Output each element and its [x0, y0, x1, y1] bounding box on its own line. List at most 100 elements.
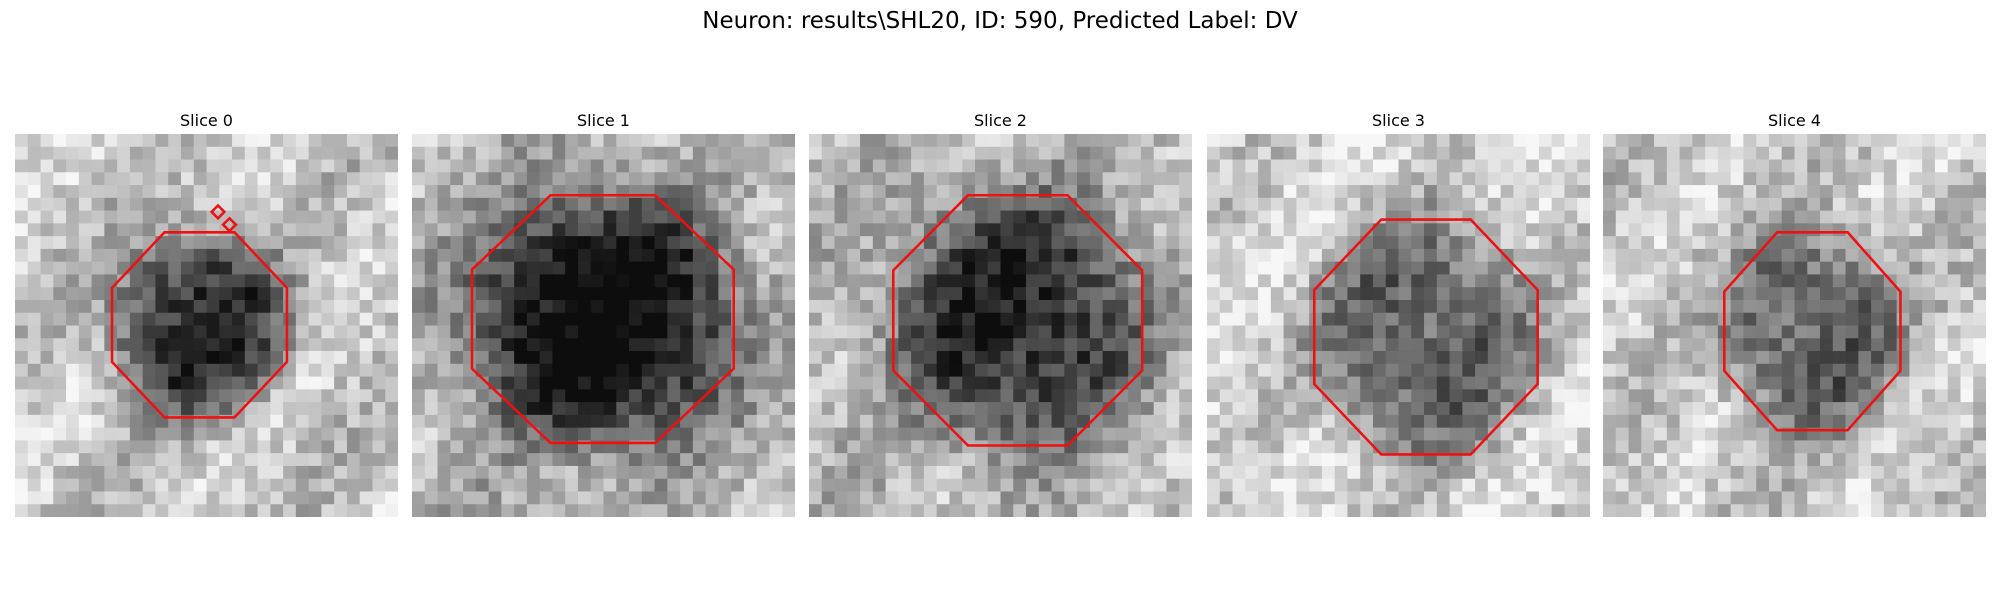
pixel [117, 491, 131, 505]
pixel [756, 134, 771, 148]
pixel [1551, 351, 1566, 365]
pixel [78, 453, 93, 467]
pixel [1820, 134, 1834, 148]
pixel [346, 338, 361, 352]
pixel [923, 134, 938, 148]
pixel [987, 351, 1002, 365]
pixel [283, 223, 297, 237]
pixel [1411, 210, 1425, 225]
pixel [488, 504, 503, 517]
pixel [1000, 223, 1014, 237]
pixel [1334, 465, 1349, 480]
pixel [1347, 465, 1361, 480]
pixel [1140, 453, 1155, 467]
pixel [860, 248, 874, 263]
pixel [539, 351, 554, 365]
pixel [1283, 210, 1298, 225]
pixel [1603, 210, 1617, 225]
pixel [1258, 427, 1272, 442]
pixel [1064, 478, 1078, 493]
pixel [168, 261, 182, 276]
pixel [769, 325, 783, 339]
pixel [1153, 389, 1168, 403]
pixel [539, 248, 554, 263]
pixel [1794, 363, 1808, 378]
pixel [821, 274, 836, 288]
pixel [1309, 325, 1323, 339]
pixel [923, 197, 938, 212]
pixel [552, 363, 566, 378]
pixel [552, 491, 566, 505]
pixel [219, 146, 233, 161]
pixel [412, 236, 426, 250]
pixel [1538, 478, 1553, 493]
pixel [488, 312, 503, 327]
pixel [1207, 287, 1221, 301]
pixel [129, 440, 144, 454]
pixel [488, 197, 503, 212]
pixel [1615, 274, 1630, 288]
pixel [1909, 172, 1923, 186]
pixel [270, 261, 284, 276]
pixel [1258, 236, 1272, 250]
pixel [629, 274, 643, 288]
pixel [1207, 491, 1221, 505]
pixel [1207, 197, 1221, 212]
pixel [1603, 325, 1617, 339]
pixel [1258, 299, 1272, 314]
pixel [1089, 185, 1104, 199]
pixel [1730, 338, 1745, 352]
pixel [180, 274, 195, 288]
pixel [1385, 453, 1400, 467]
pixel [91, 134, 106, 148]
pixel [1934, 236, 1949, 250]
pixel [692, 325, 707, 339]
pixel [526, 287, 541, 301]
pixel [1871, 351, 1885, 365]
pixel [1654, 325, 1668, 339]
pixel [219, 325, 233, 339]
pixel [334, 312, 348, 327]
pixel [1487, 402, 1502, 416]
pixel [936, 197, 951, 212]
pixel [1513, 248, 1527, 263]
pixel [168, 287, 182, 301]
pixel [1115, 478, 1129, 493]
pixel [1781, 478, 1796, 493]
pixel [526, 236, 541, 250]
pixel [450, 146, 464, 161]
pixel [27, 465, 42, 480]
pixel [1705, 185, 1719, 199]
pixel [526, 453, 541, 467]
pixel [1372, 504, 1387, 517]
pixel [782, 172, 795, 186]
pixel [577, 261, 592, 276]
pixel [206, 312, 220, 327]
pixel [809, 312, 823, 327]
pixel [860, 504, 874, 517]
pixel [1909, 376, 1923, 390]
pixel [1296, 504, 1310, 517]
pixel [1947, 478, 1962, 493]
pixel [1603, 453, 1617, 467]
pixel [1309, 274, 1323, 288]
pixel [1743, 159, 1757, 173]
pixel [629, 146, 643, 161]
pixel [577, 236, 592, 250]
pixel [1628, 210, 1642, 225]
pixel [1334, 159, 1349, 173]
pixel [1794, 504, 1808, 517]
pixel [53, 287, 67, 301]
pixel [1166, 210, 1180, 225]
pixel [1603, 261, 1617, 276]
pixel [155, 261, 169, 276]
pixel [1641, 338, 1655, 352]
pixel [463, 185, 477, 199]
pixel [1513, 325, 1527, 339]
pixel [667, 210, 681, 225]
pixel [743, 236, 758, 250]
pixel [1398, 223, 1412, 237]
pixel [1526, 504, 1540, 517]
pixel [1000, 134, 1014, 148]
pixel [885, 159, 900, 173]
